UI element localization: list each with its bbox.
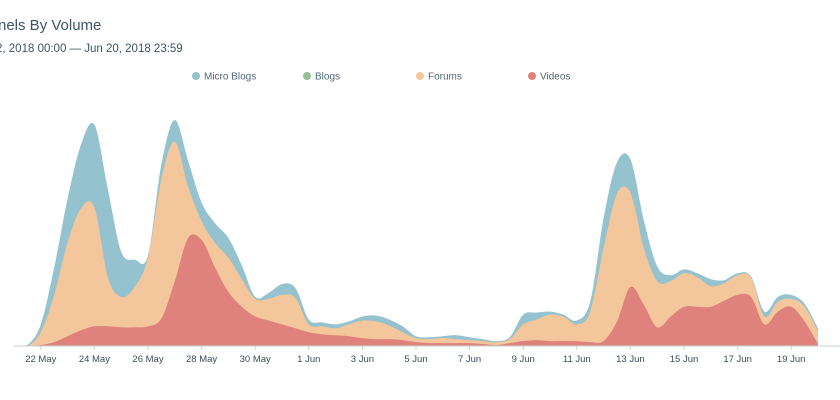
x-tick-label: 11 Jun	[563, 354, 591, 365]
legend-swatch	[192, 72, 200, 80]
x-tick-label: 5 Jun	[404, 354, 427, 365]
x-tick-label: 7 Jun	[458, 354, 481, 365]
x-tick-label: 1 Jun	[297, 354, 320, 365]
x-tick-label: 9 Jun	[512, 354, 535, 365]
x-tick-label: 30 May	[240, 354, 271, 365]
legend-label: Micro Blogs	[204, 72, 256, 83]
legend-item-videos[interactable]: Videos	[528, 72, 570, 83]
legend-swatch	[416, 72, 424, 80]
date-range: 2, 2018 00:00 — Jun 20, 2018 23:59	[0, 43, 183, 55]
legend-label: Blogs	[315, 72, 340, 83]
x-tick-label: 24 May	[79, 354, 110, 365]
legend-item-blogs[interactable]: Blogs	[303, 72, 340, 83]
x-tick-label: 19 Jun	[777, 354, 806, 365]
x-tick-label: 28 May	[186, 354, 217, 365]
legend-label: Videos	[540, 72, 570, 83]
x-tick-label: 15 Jun	[670, 354, 699, 365]
legend-swatch	[303, 72, 311, 80]
x-tick-label: 26 May	[132, 354, 163, 365]
legend-item-micro-blogs[interactable]: Micro Blogs	[192, 72, 256, 83]
area-videos[interactable]	[14, 234, 818, 346]
x-tick-label: 22 May	[25, 354, 56, 365]
legend-label: Forums	[428, 72, 462, 83]
x-tick-label: 3 Jun	[351, 354, 374, 365]
x-tick-label: 17 Jun	[723, 354, 752, 365]
legend-item-forums[interactable]: Forums	[416, 72, 462, 83]
x-tick-label: 13 Jun	[616, 354, 645, 365]
chart-title: nels By Volume	[0, 17, 102, 34]
legend-swatch	[528, 72, 536, 80]
